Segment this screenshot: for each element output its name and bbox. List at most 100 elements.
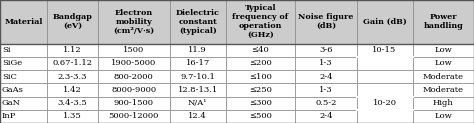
Text: ≤250: ≤250: [249, 86, 272, 94]
Bar: [412, 110, 474, 123]
Bar: [170, 83, 226, 97]
Text: 10-15: 10-15: [373, 46, 397, 54]
Text: High: High: [433, 99, 454, 107]
Text: 1-3: 1-3: [319, 60, 333, 68]
Text: Noise figure
(dB): Noise figure (dB): [298, 13, 354, 30]
Bar: [226, 0, 295, 44]
Text: 1.35: 1.35: [63, 112, 82, 120]
Text: 800-2000: 800-2000: [114, 73, 154, 81]
Bar: [226, 97, 295, 110]
Bar: [170, 44, 226, 57]
Text: GaN: GaN: [2, 99, 21, 107]
Bar: [0, 44, 47, 57]
Text: 5000-12000: 5000-12000: [109, 112, 159, 120]
Text: 2-4: 2-4: [319, 112, 333, 120]
Bar: [47, 57, 98, 70]
Bar: [412, 57, 474, 70]
Bar: [170, 110, 226, 123]
Text: 1.12: 1.12: [63, 46, 82, 54]
Text: 12.8-13.1: 12.8-13.1: [178, 86, 218, 94]
Text: 1500: 1500: [123, 46, 145, 54]
Text: Material: Material: [4, 18, 43, 26]
Bar: [412, 44, 474, 57]
Text: 16-17: 16-17: [186, 60, 210, 68]
Text: 9.7-10.1: 9.7-10.1: [180, 73, 215, 81]
Text: ≤100: ≤100: [249, 73, 272, 81]
Text: Bandgap
(eV): Bandgap (eV): [53, 13, 92, 30]
Text: 3.4-3.5: 3.4-3.5: [57, 99, 87, 107]
Bar: [295, 97, 356, 110]
Bar: [356, 70, 412, 83]
Bar: [170, 0, 226, 44]
Bar: [0, 97, 47, 110]
Text: 8000-9000: 8000-9000: [111, 86, 156, 94]
Bar: [170, 70, 226, 83]
Text: Moderate: Moderate: [423, 73, 464, 81]
Bar: [412, 83, 474, 97]
Text: 1.42: 1.42: [63, 86, 82, 94]
Bar: [226, 110, 295, 123]
Text: Low: Low: [435, 60, 452, 68]
Bar: [98, 70, 170, 83]
Text: Power
handling: Power handling: [423, 13, 463, 30]
Bar: [47, 70, 98, 83]
Text: 11.9: 11.9: [188, 46, 207, 54]
Text: GaAs: GaAs: [2, 86, 24, 94]
Bar: [0, 57, 47, 70]
Bar: [226, 57, 295, 70]
Bar: [47, 97, 98, 110]
Text: ≤200: ≤200: [249, 60, 272, 68]
Text: Low: Low: [435, 112, 452, 120]
Text: Low: Low: [435, 46, 452, 54]
Text: Electron
mobility
(cm²/V·s): Electron mobility (cm²/V·s): [113, 9, 154, 35]
Text: Typical
frequency of
operation
(GHz): Typical frequency of operation (GHz): [232, 4, 289, 39]
Bar: [47, 0, 98, 44]
Bar: [356, 44, 412, 57]
Bar: [98, 97, 170, 110]
Text: Gain (dB): Gain (dB): [363, 18, 407, 26]
Bar: [0, 70, 47, 83]
Text: 1-3: 1-3: [319, 86, 333, 94]
Bar: [356, 110, 412, 123]
Bar: [356, 57, 412, 70]
Bar: [295, 70, 356, 83]
Bar: [98, 44, 170, 57]
Bar: [98, 110, 170, 123]
Text: InP: InP: [2, 112, 16, 120]
Bar: [295, 83, 356, 97]
Bar: [295, 44, 356, 57]
Text: 2-4: 2-4: [319, 73, 333, 81]
Bar: [412, 70, 474, 83]
Text: ≤500: ≤500: [249, 112, 272, 120]
Bar: [356, 83, 412, 97]
Bar: [47, 44, 98, 57]
Text: Moderate: Moderate: [423, 86, 464, 94]
Bar: [226, 83, 295, 97]
Text: N/A¹: N/A¹: [188, 99, 208, 107]
Text: 900-1500: 900-1500: [114, 99, 154, 107]
Text: 3-6: 3-6: [319, 46, 333, 54]
Text: 2.3-3.3: 2.3-3.3: [57, 73, 87, 81]
Text: SiGe: SiGe: [2, 60, 22, 68]
Text: 0.67-1.12: 0.67-1.12: [52, 60, 92, 68]
Bar: [226, 44, 295, 57]
Bar: [356, 0, 412, 44]
Bar: [0, 110, 47, 123]
Text: Dielectric
constant
(typical): Dielectric constant (typical): [176, 9, 220, 35]
Text: Si: Si: [2, 46, 10, 54]
Bar: [98, 0, 170, 44]
Bar: [356, 97, 412, 110]
Text: ≤300: ≤300: [249, 99, 272, 107]
Bar: [226, 70, 295, 83]
Bar: [295, 110, 356, 123]
Bar: [0, 83, 47, 97]
Bar: [295, 0, 356, 44]
Bar: [170, 97, 226, 110]
Bar: [98, 57, 170, 70]
Bar: [47, 83, 98, 97]
Bar: [170, 57, 226, 70]
Bar: [0, 0, 47, 44]
Text: 0.5-2: 0.5-2: [315, 99, 337, 107]
Bar: [412, 0, 474, 44]
Text: SiC: SiC: [2, 73, 17, 81]
